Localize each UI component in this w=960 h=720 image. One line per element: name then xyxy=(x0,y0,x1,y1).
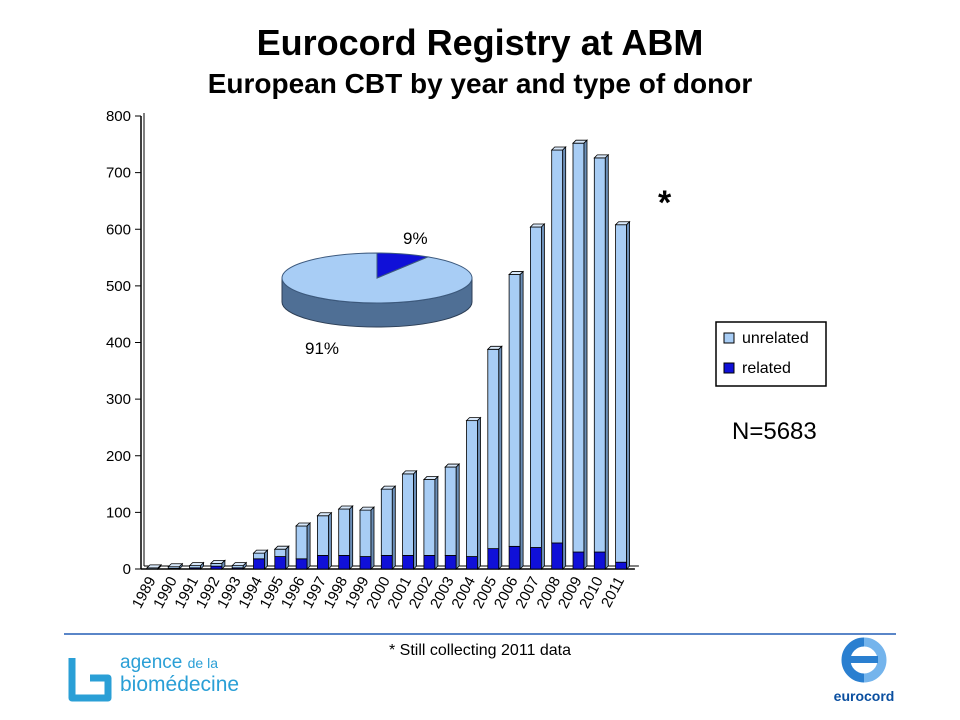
bar-unrelated-1998 xyxy=(338,508,351,556)
bar-side-1989 xyxy=(157,563,162,570)
bar-related-1999 xyxy=(359,556,372,570)
bar-related-2008 xyxy=(551,542,564,570)
bar-related-1998 xyxy=(338,555,351,570)
bar-related-2011 xyxy=(615,561,627,570)
bar-side-1997 xyxy=(327,511,332,570)
bar-unrelated-2000 xyxy=(380,488,393,556)
bar-unrelated-2007 xyxy=(530,226,542,548)
bar-side-1993 xyxy=(242,561,247,570)
bar-related-1992 xyxy=(210,565,223,570)
bar-side-1992 xyxy=(221,559,226,570)
x-tick-label: 2011 xyxy=(598,574,628,610)
bar-side-2009 xyxy=(583,139,588,570)
bar-unrelated-2002 xyxy=(423,479,436,556)
bar-side-2004 xyxy=(477,416,481,570)
bar-unrelated-2009 xyxy=(572,142,585,553)
bar-side-2008 xyxy=(562,146,567,570)
bar-unrelated-1997 xyxy=(316,515,329,556)
bar-related-1996 xyxy=(295,558,308,570)
bar-unrelated-1992 xyxy=(210,562,223,567)
pie-label-unrelated: 91% xyxy=(305,339,339,358)
bar-side-2011 xyxy=(626,220,630,570)
bar-side-1999 xyxy=(370,506,375,570)
bar-unrelated-2006 xyxy=(508,274,521,547)
pie-label-related: 9% xyxy=(403,229,428,248)
bar-side-2006 xyxy=(519,270,524,570)
chart-legend: unrelated related xyxy=(715,321,827,387)
y-tick-label: 400 xyxy=(106,335,131,352)
bar-related-2002 xyxy=(423,555,436,570)
bar-side-1991 xyxy=(200,561,205,570)
bar-side-1990 xyxy=(178,562,183,570)
bar-related-1995 xyxy=(274,556,287,570)
bar-related-1994 xyxy=(253,558,265,570)
y-tick-label: 300 xyxy=(106,391,131,408)
eurocord-logo-text: eurocord xyxy=(833,688,895,704)
agence-word: agence xyxy=(120,652,183,673)
eurocord-logo-icon xyxy=(841,637,887,683)
bar-unrelated-1994 xyxy=(253,552,265,560)
y-tick-label: 600 xyxy=(106,221,131,238)
pie-slice-related xyxy=(376,252,430,279)
bar-unrelated-2001 xyxy=(402,473,415,556)
agence-logo-line1: agence de la xyxy=(120,652,239,674)
de-la-word: de la xyxy=(187,655,218,671)
legend-swatch-related xyxy=(723,362,735,374)
legend-swatch-unrelated xyxy=(723,332,735,344)
x-axis-labels: 1989199019911992199319941995199619971998… xyxy=(129,574,628,611)
inset-pie-chart: 9% 91% xyxy=(281,229,473,358)
chart-bars xyxy=(146,139,631,570)
bar-unrelated-2005 xyxy=(487,348,500,550)
y-tick-label: 100 xyxy=(106,504,131,521)
bar-unrelated-2004 xyxy=(466,420,478,557)
total-count-label: N=5683 xyxy=(732,418,817,445)
bar-side-1994 xyxy=(264,549,268,570)
bar-related-2003 xyxy=(444,555,457,570)
bar-side-1995 xyxy=(285,545,290,570)
bar-side-2010 xyxy=(604,153,609,570)
incomplete-data-asterisk: * xyxy=(658,184,672,222)
y-tick-label: 0 xyxy=(123,561,131,578)
bar-side-2001 xyxy=(413,469,418,570)
bar-unrelated-2003 xyxy=(444,466,457,556)
bar-related-2010 xyxy=(593,551,606,570)
bar-related-2006 xyxy=(508,545,521,570)
bar-related-1997 xyxy=(316,555,329,570)
bar-related-2009 xyxy=(572,551,585,570)
bar-side-2003 xyxy=(455,463,460,570)
legend-label-related: related xyxy=(742,360,791,377)
bar-side-1996 xyxy=(306,521,311,570)
y-tick-label: 700 xyxy=(106,165,131,182)
chart-subtitle: European CBT by year and type of donor xyxy=(207,68,753,99)
bar-related-2005 xyxy=(487,548,500,570)
footer-divider xyxy=(64,633,896,635)
bar-unrelated-2011 xyxy=(615,224,627,563)
bar-related-2000 xyxy=(380,555,393,570)
bar-related-2001 xyxy=(402,555,415,570)
bar-side-2007 xyxy=(541,223,545,570)
bar-unrelated-1999 xyxy=(359,509,372,557)
agence-biomedecine-logo: agence de la biomédecine xyxy=(68,652,258,704)
y-tick-label: 800 xyxy=(106,108,131,125)
bar-side-1998 xyxy=(349,505,354,570)
agence-logo-icon xyxy=(68,658,112,702)
bar-unrelated-1996 xyxy=(295,525,308,560)
legend-label-unrelated: unrelated xyxy=(742,330,809,347)
y-axis-labels: 0 100 200 300 400 500 600 700 800 xyxy=(106,108,131,578)
bar-related-2007 xyxy=(530,547,542,570)
bar-side-2000 xyxy=(391,485,396,570)
agence-logo-line2: biomédecine xyxy=(120,673,240,696)
y-tick-label: 200 xyxy=(106,448,131,465)
bar-unrelated-2010 xyxy=(593,157,606,553)
bar-unrelated-2008 xyxy=(551,149,564,544)
y-tick-label: 500 xyxy=(106,278,131,295)
bar-side-2002 xyxy=(434,475,439,570)
bar-side-2005 xyxy=(498,345,503,570)
bar-related-2004 xyxy=(466,556,478,570)
footnote: * Still collecting 2011 data xyxy=(388,642,572,659)
bar-unrelated-1995 xyxy=(274,548,287,557)
chart-title: Eurocord Registry at ABM xyxy=(256,22,704,63)
